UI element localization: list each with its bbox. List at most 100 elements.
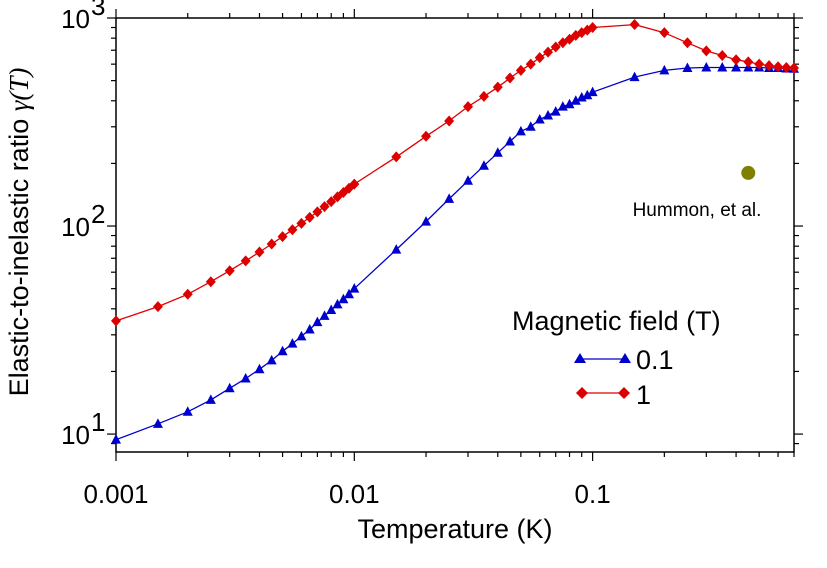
data-point — [504, 72, 515, 84]
series-0.1 — [111, 62, 799, 444]
data-point — [296, 217, 307, 229]
data-point — [444, 115, 455, 127]
data-point — [659, 64, 670, 75]
hummon-data-point — [741, 165, 756, 180]
data-point — [717, 50, 728, 62]
data-point — [504, 135, 515, 146]
data-point — [717, 62, 728, 72]
data-point — [391, 151, 402, 163]
data-point — [492, 81, 503, 93]
data-point — [701, 62, 712, 72]
data-point — [587, 22, 598, 34]
data-point — [266, 238, 277, 250]
y-tick-exponent: 1 — [91, 407, 105, 437]
data-point — [182, 406, 193, 416]
hummon-annotation: Hummon, et al. — [633, 200, 762, 221]
data-point — [781, 62, 792, 74]
data-point — [111, 315, 121, 327]
data-point — [629, 71, 640, 82]
data-point — [789, 62, 799, 74]
legend-title: Magnetic field (T) — [512, 306, 721, 336]
data-point — [224, 265, 235, 277]
data-point — [764, 60, 775, 72]
data-point — [731, 54, 742, 66]
data-point — [304, 211, 315, 223]
x-tick-label: 0.1 — [575, 479, 611, 509]
data-point — [534, 52, 545, 64]
data-point — [754, 58, 765, 70]
data-point — [224, 382, 235, 393]
legend-marker-1 — [576, 387, 588, 399]
data-point — [254, 363, 265, 374]
data-point — [111, 434, 121, 444]
data-point — [312, 316, 323, 327]
data-point — [205, 394, 216, 404]
legend-marker-0.1-end — [619, 353, 631, 363]
data-point — [152, 418, 163, 428]
legend-label-1: 1 — [636, 380, 651, 410]
data-point — [557, 101, 568, 111]
data-point — [515, 125, 526, 136]
y-tick-exponent: 3 — [91, 0, 105, 21]
data-point — [629, 19, 640, 31]
series-line — [115, 23, 795, 322]
data-point — [550, 106, 561, 116]
data-point — [463, 175, 474, 185]
data-point — [182, 288, 193, 300]
series-line — [115, 66, 795, 441]
data-point — [338, 293, 349, 304]
data-point — [731, 62, 742, 72]
data-point — [296, 330, 307, 341]
legend: Magnetic field (T) 0.1 1 — [512, 306, 721, 410]
data-point — [478, 160, 489, 170]
legend-entry-1: 1 — [576, 380, 651, 410]
data-point — [463, 101, 474, 113]
data-point — [525, 58, 536, 70]
y-axis-title: Elastic-to-inelastic ratio γ(T) — [4, 68, 34, 397]
data-point — [659, 27, 670, 39]
data-point — [492, 147, 503, 157]
data-point — [587, 86, 598, 97]
data-point — [277, 231, 288, 243]
data-point — [326, 196, 337, 208]
data-point — [343, 288, 354, 299]
data-point — [421, 130, 432, 142]
data-point — [543, 109, 554, 120]
data-point — [582, 89, 593, 100]
y-tick-label: 10 — [61, 420, 90, 450]
data-point — [743, 56, 754, 68]
y-axis-title-symbol: γ(T) — [4, 68, 34, 112]
data-point — [332, 298, 343, 309]
x-axis-title: Temperature (K) — [357, 514, 552, 544]
data-point — [564, 98, 575, 109]
x-tick-label: 0.001 — [83, 479, 148, 509]
data-point — [515, 64, 526, 76]
data-point — [319, 310, 330, 320]
data-point — [682, 62, 693, 72]
data-point — [326, 304, 337, 314]
x-tick-labels: 0.001 0.01 0.1 — [83, 479, 610, 509]
data-point — [391, 244, 402, 254]
legend-entry-0.1: 0.1 — [574, 345, 674, 375]
data-point — [550, 41, 561, 53]
x-tick-label: 0.01 — [329, 479, 380, 509]
data-point — [287, 224, 298, 236]
y-tick-label: 10 — [61, 4, 90, 34]
data-point — [304, 324, 315, 334]
data-point — [701, 45, 712, 57]
data-point — [570, 95, 581, 105]
data-point — [349, 283, 360, 293]
data-point — [205, 276, 216, 288]
data-point — [266, 354, 277, 365]
legend-marker-0.1 — [574, 353, 586, 363]
y-tick-label: 10 — [61, 212, 90, 242]
data-point — [444, 193, 455, 203]
data-point — [277, 345, 288, 356]
data-point — [534, 114, 545, 124]
y-tick-exponent: 2 — [91, 199, 105, 229]
data-point — [240, 372, 251, 383]
data-point — [152, 301, 163, 313]
y-axis-title-text: Elastic-to-inelastic ratio — [4, 111, 34, 396]
